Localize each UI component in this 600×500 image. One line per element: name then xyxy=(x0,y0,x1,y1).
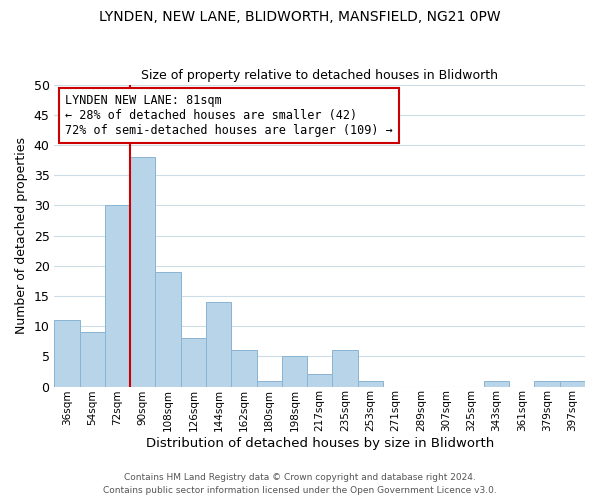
Bar xyxy=(282,356,307,386)
Title: Size of property relative to detached houses in Blidworth: Size of property relative to detached ho… xyxy=(141,69,498,82)
Bar xyxy=(130,157,155,386)
Bar xyxy=(358,380,383,386)
X-axis label: Distribution of detached houses by size in Blidworth: Distribution of detached houses by size … xyxy=(146,437,494,450)
Bar xyxy=(484,380,509,386)
Bar xyxy=(55,320,80,386)
Y-axis label: Number of detached properties: Number of detached properties xyxy=(15,137,28,334)
Bar xyxy=(257,380,282,386)
Bar xyxy=(231,350,257,386)
Text: LYNDEN NEW LANE: 81sqm
← 28% of detached houses are smaller (42)
72% of semi-det: LYNDEN NEW LANE: 81sqm ← 28% of detached… xyxy=(65,94,393,136)
Bar xyxy=(80,332,105,386)
Bar xyxy=(105,206,130,386)
Bar xyxy=(560,380,585,386)
Text: Contains HM Land Registry data © Crown copyright and database right 2024.
Contai: Contains HM Land Registry data © Crown c… xyxy=(103,474,497,495)
Text: LYNDEN, NEW LANE, BLIDWORTH, MANSFIELD, NG21 0PW: LYNDEN, NEW LANE, BLIDWORTH, MANSFIELD, … xyxy=(99,10,501,24)
Bar xyxy=(307,374,332,386)
Bar xyxy=(155,272,181,386)
Bar xyxy=(206,302,231,386)
Bar xyxy=(332,350,358,386)
Bar xyxy=(181,338,206,386)
Bar xyxy=(535,380,560,386)
